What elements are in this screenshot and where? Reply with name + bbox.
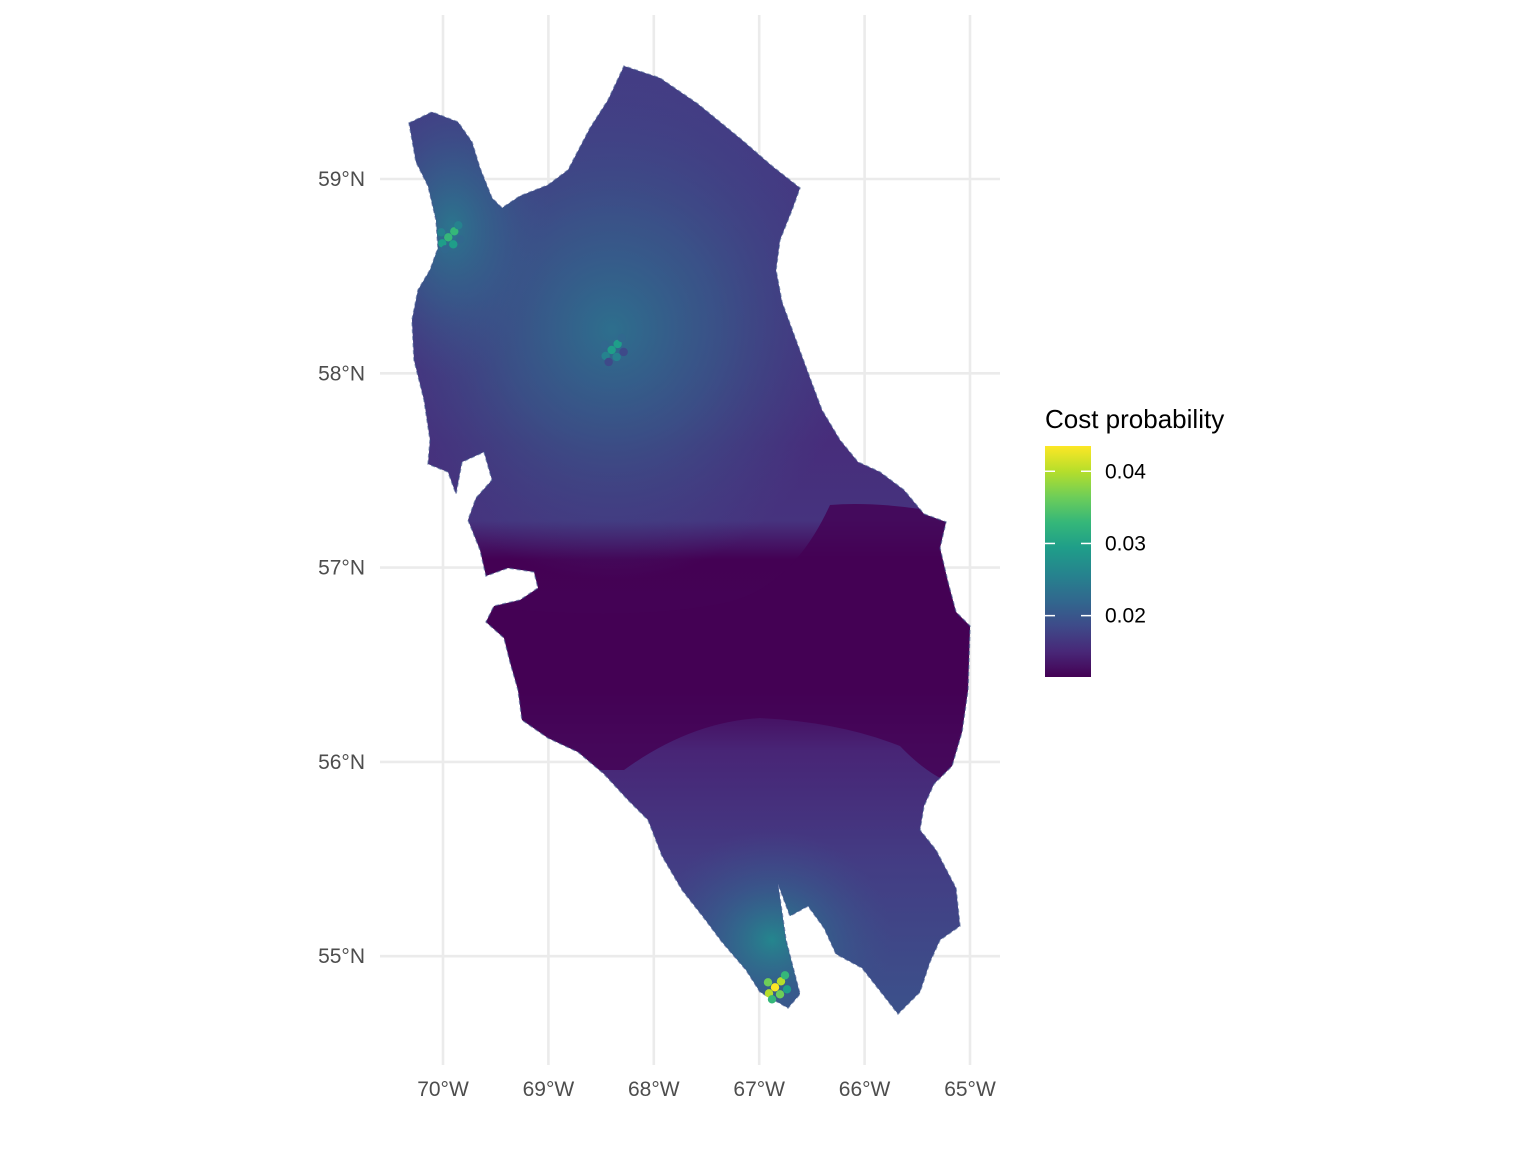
legend-colorbar: [1045, 446, 1091, 677]
hotspot-cell: [767, 995, 777, 1004]
latitude-tick-label: 58°N: [318, 362, 365, 385]
longitude-tick-label: 65°W: [944, 1078, 996, 1101]
hotspot-cell: [617, 333, 626, 343]
hotspot-cell: [604, 357, 613, 367]
hotspot-cell: [619, 347, 628, 357]
hotspot-cell: [600, 340, 609, 350]
hotspot-central-ridge-peak: [600, 333, 628, 367]
low-cost-band: [480, 504, 970, 790]
legend-title: Cost probability: [1045, 404, 1224, 434]
latitude-tick-label: 55°N: [318, 945, 365, 968]
hotspot-cell: [782, 985, 792, 994]
legend: Cost probability 0.04 0.03 0.02: [1045, 404, 1224, 677]
hotspot-cell: [763, 978, 773, 987]
hotspot-cell: [613, 339, 622, 349]
longitude-tick-label: 67°W: [733, 1078, 785, 1101]
longitude-tick-label: 68°W: [628, 1078, 680, 1101]
hotspot-cell: [776, 977, 786, 986]
hotspot-north-west-peak: [437, 221, 465, 254]
cost-glow-south: [652, 830, 892, 1014]
longitude-axis: 70°W 69°W 68°W 67°W 66°W 65°W: [417, 1078, 996, 1101]
hotspot-cell: [450, 227, 459, 236]
hotspot-cell: [454, 221, 463, 230]
legend-ticks: 0.04 0.03 0.02: [1045, 460, 1146, 628]
hotspot-cell: [607, 345, 616, 355]
hotspot-southern-tip-peak: [763, 971, 792, 1004]
hotspot-cell: [441, 245, 450, 254]
hotspot-cell: [612, 352, 621, 362]
legend-break-label: 0.04: [1105, 460, 1146, 483]
latitude-tick-label: 59°N: [318, 168, 365, 191]
longitude-tick-label: 70°W: [417, 1078, 469, 1101]
hotspot-cell: [444, 233, 453, 242]
hotspot-cell: [449, 240, 458, 249]
hotspot-cell: [775, 990, 785, 999]
latitude-axis: 59°N 58°N 57°N 56°N 55°N: [318, 168, 365, 968]
legend-break-label: 0.03: [1105, 532, 1146, 555]
cost-surface-region: [409, 66, 970, 1014]
longitude-tick-label: 66°W: [839, 1078, 891, 1101]
legend-break-label: 0.02: [1105, 605, 1146, 628]
latitude-tick-label: 56°N: [318, 751, 365, 774]
longitude-tick-label: 69°W: [523, 1078, 575, 1101]
hotspot-cell: [770, 983, 780, 992]
hotspot-cell: [456, 235, 465, 244]
hotspot-cell: [437, 228, 446, 237]
hotspot-cell: [780, 971, 790, 980]
latitude-tick-label: 57°N: [318, 557, 365, 580]
hotspot-cells: [437, 221, 792, 1004]
